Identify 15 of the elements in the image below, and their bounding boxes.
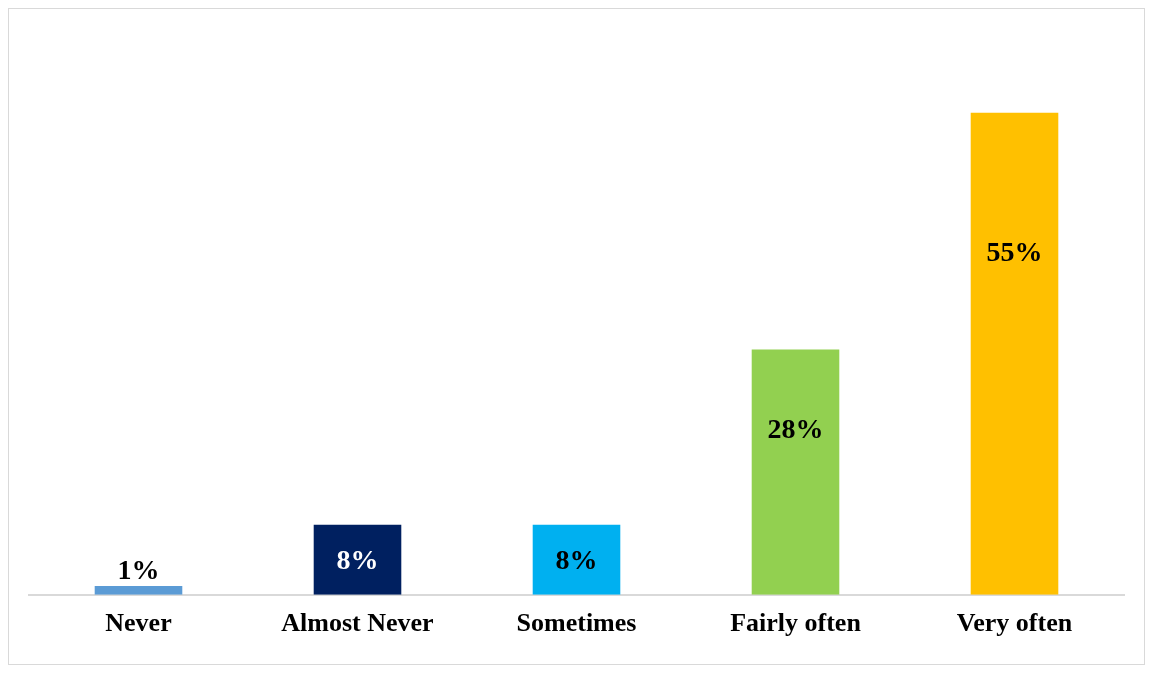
x-tick-label: Almost Never (281, 608, 434, 638)
x-tick-label: Very often (956, 608, 1073, 638)
bar (532, 524, 621, 595)
bar (970, 112, 1059, 595)
data-label: 8% (336, 544, 379, 576)
bar (94, 586, 183, 595)
bar (313, 524, 402, 595)
data-label: 55% (986, 235, 1043, 267)
data-label: 28% (767, 413, 824, 444)
x-tick-label: Never (105, 608, 172, 638)
x-tick-label: Fairly often (730, 608, 862, 638)
data-label: 8% (555, 544, 598, 576)
bar (751, 349, 840, 595)
data-label: 1% (117, 554, 160, 586)
x-tick-label: Sometimes (516, 608, 637, 638)
